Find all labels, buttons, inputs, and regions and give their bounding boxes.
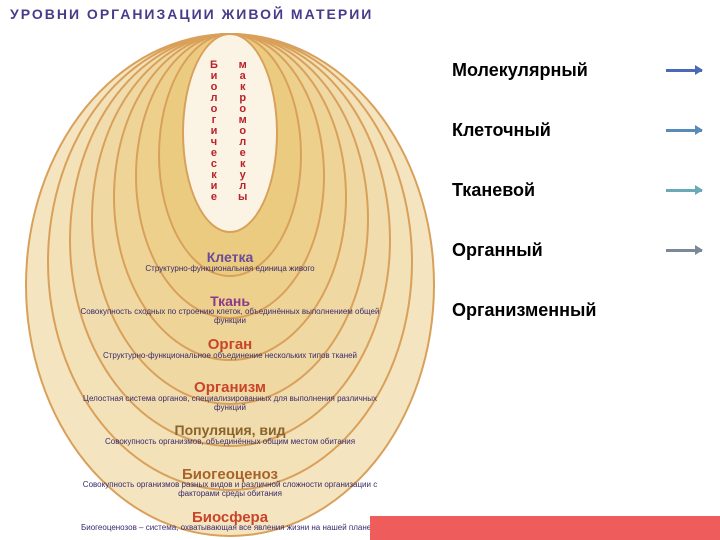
ring-desc-6: Биогеоценозов – система, охватывающая вс… (80, 524, 380, 533)
level-row-2: Тканевой (452, 160, 702, 220)
footer-bar (370, 516, 720, 540)
ring-label-4: Популяция, вид (150, 422, 310, 438)
level-row-4: Организменный (452, 280, 702, 340)
arrow-icon (666, 69, 702, 72)
ring-desc-5: Совокупность организмов разных видов и р… (80, 481, 380, 499)
level-row-1: Клеточный (452, 100, 702, 160)
ring-label-0: Клетка (150, 249, 310, 265)
center-label-left: Биологические (210, 60, 218, 203)
ring-desc-0: Структурно-функциональная единица живого (80, 265, 380, 274)
level-label: Клеточный (452, 120, 551, 141)
level-label: Тканевой (452, 180, 535, 201)
level-label: Молекулярный (452, 60, 588, 81)
arrow-icon (666, 249, 702, 252)
ring-desc-3: Целостная система органов, специализиров… (80, 395, 380, 413)
level-label: Организменный (452, 300, 596, 321)
arrow-icon (666, 189, 702, 192)
ellipse-ring-7 (182, 33, 278, 233)
page-title: УРОВНИ ОРГАНИЗАЦИИ ЖИВОЙ МАТЕРИИ (10, 6, 373, 22)
levels-legend: Молекулярный Клеточный Тканевой Органный Орг… (452, 40, 702, 340)
ring-desc-4: Совокупность организмов, объединённых об… (80, 438, 380, 447)
center-label-right: макромолекулы (238, 60, 247, 203)
level-label: Органный (452, 240, 543, 261)
level-row-0: Молекулярный (452, 40, 702, 100)
arrow-icon (666, 129, 702, 132)
ring-desc-1: Совокупность сходных по строению клеток,… (80, 308, 380, 326)
level-row-3: Органный (452, 220, 702, 280)
ring-desc-2: Структурно-функциональное объединение не… (80, 352, 380, 361)
nested-ellipse-diagram: Биологические макромолекулы КлеткаТканьО… (20, 30, 440, 540)
